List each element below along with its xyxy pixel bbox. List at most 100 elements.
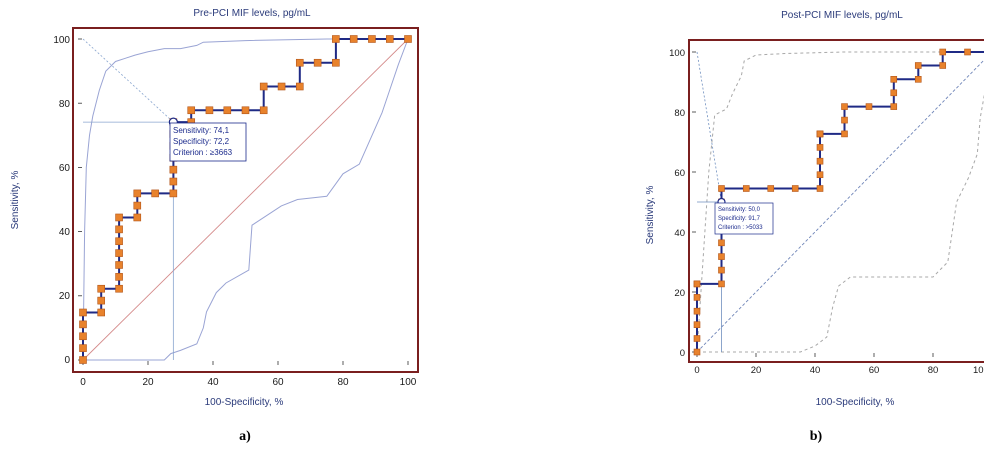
roc-point <box>97 296 105 305</box>
panel-a-y-tick: 60 <box>59 163 71 174</box>
roc-point <box>115 225 123 234</box>
roc-point <box>79 320 87 329</box>
optimal-point-tangent-line <box>696 51 722 203</box>
roc-point <box>115 261 123 269</box>
roc-point <box>841 116 848 124</box>
panel-a-y-tick: 20 <box>59 291 71 302</box>
roc-point <box>718 266 725 274</box>
panel-b-x-tick: 10 <box>973 365 984 376</box>
roc-point <box>693 280 701 288</box>
roc-point <box>693 294 701 301</box>
roc-point <box>368 35 376 43</box>
roc-point <box>791 185 799 192</box>
panel-a-x-tick: 40 <box>207 377 219 388</box>
roc-point <box>133 189 142 198</box>
roc-point <box>187 106 196 115</box>
panel-b-plot-frame <box>688 39 984 363</box>
panel-a-y-axis-label: Sensitivity, % <box>10 171 21 230</box>
roc-point <box>241 106 250 115</box>
roc-point <box>79 356 87 364</box>
panel-b-title: Post-PCI MIF levels, pg/mL <box>781 10 903 21</box>
roc-point <box>816 144 824 151</box>
roc-point <box>693 348 701 356</box>
roc-curve-line <box>696 51 984 352</box>
roc-point <box>169 177 178 186</box>
roc-point <box>115 249 123 257</box>
panel-b-y-tick: 0 <box>680 348 685 359</box>
panel-a-y-tick: 100 <box>53 35 70 46</box>
roc-point <box>890 103 898 110</box>
roc-point <box>914 62 922 69</box>
panel-a-title: Pre-PCI MIF levels, pg/mL <box>193 8 311 19</box>
roc-point <box>79 332 87 341</box>
roc-point <box>816 185 824 192</box>
panel-a-annotation: Sensitivity: 74,1 Specificity: 72,2 Crit… <box>169 122 247 162</box>
roc-point <box>277 82 286 91</box>
panel-a-y-tick: 0 <box>64 355 70 366</box>
ci-upper-band <box>696 51 984 353</box>
ci-upper-band <box>82 38 408 361</box>
panel-b-x-axis-label: 100-Specificity, % <box>816 397 895 408</box>
roc-point <box>718 185 725 192</box>
roc-point <box>169 189 178 198</box>
reference-diagonal-line <box>82 38 409 361</box>
roc-point <box>151 189 159 198</box>
roc-point <box>939 62 947 69</box>
panel-a-x-tick: 100 <box>400 377 417 388</box>
roc-point <box>133 201 142 210</box>
roc-point <box>313 58 322 67</box>
roc-point <box>767 185 775 192</box>
panel-b-x-tick: 0 <box>694 365 699 376</box>
panel-a-marks <box>78 35 412 365</box>
panel-a-x-ticks: 0 20 40 60 80 100 <box>80 377 417 388</box>
panel-a-x-tick: 20 <box>142 377 154 388</box>
panel-b-x-tick: 80 <box>928 365 939 376</box>
optimal-point-tangent-line <box>82 38 174 123</box>
roc-point <box>97 308 105 317</box>
panel-b-x-tick: 20 <box>751 365 762 376</box>
roc-point <box>385 35 394 43</box>
roc-point <box>115 284 123 293</box>
roc-point <box>133 213 142 222</box>
roc-point <box>79 344 87 352</box>
roc-point <box>693 335 701 342</box>
roc-point <box>115 237 123 246</box>
panel-a-y-tick: 40 <box>59 227 71 238</box>
panel-b-roc-chart: Post-PCI MIF levels, pg/mL Sensitivity, … <box>645 10 984 444</box>
roc-point <box>841 130 848 138</box>
roc-point <box>816 130 824 138</box>
panel-b-y-tick: 80 <box>674 108 685 119</box>
roc-point <box>332 35 340 43</box>
panel-b-label: b) <box>810 429 823 444</box>
panel-b-y-tick: 20 <box>674 288 685 299</box>
roc-point <box>890 89 898 97</box>
panel-b-annotation: Sensitivity: 50,0 Specificity: 91,7 Crit… <box>714 202 774 235</box>
panel-b-y-tick: 100 <box>669 48 685 59</box>
panel-a-annotation-box <box>169 122 247 162</box>
panel-b-marks <box>692 48 984 357</box>
panel-a-annotation-criterion: Criterion : ≥3663 <box>173 148 233 157</box>
roc-point <box>404 35 412 43</box>
roc-point <box>259 106 268 115</box>
ci-lower-band <box>83 38 409 361</box>
roc-point <box>223 106 232 115</box>
roc-point <box>718 280 725 288</box>
panel-a-roc-chart: Pre-PCI MIF levels, pg/mL Sensitivity, %… <box>10 8 419 444</box>
roc-point <box>890 76 898 83</box>
panel-a-label: a) <box>239 429 251 444</box>
panel-a-annotation-sensitivity: Sensitivity: 74,1 <box>173 126 230 135</box>
roc-point <box>97 284 105 293</box>
panel-b-annotation-criterion: Criterion : >5033 <box>718 225 763 231</box>
panel-a-plot-frame <box>72 27 419 373</box>
roc-point <box>841 103 848 110</box>
panel-b-x-tick: 40 <box>810 365 821 376</box>
roc-point <box>964 48 971 56</box>
roc-point <box>349 35 358 43</box>
roc-point <box>693 307 701 315</box>
panel-a-y-tick: 80 <box>59 99 71 110</box>
roc-point <box>865 103 873 110</box>
roc-point <box>169 165 178 174</box>
panel-a-annotation-specificity: Specificity: 72,2 <box>173 137 230 146</box>
roc-point <box>79 308 87 317</box>
